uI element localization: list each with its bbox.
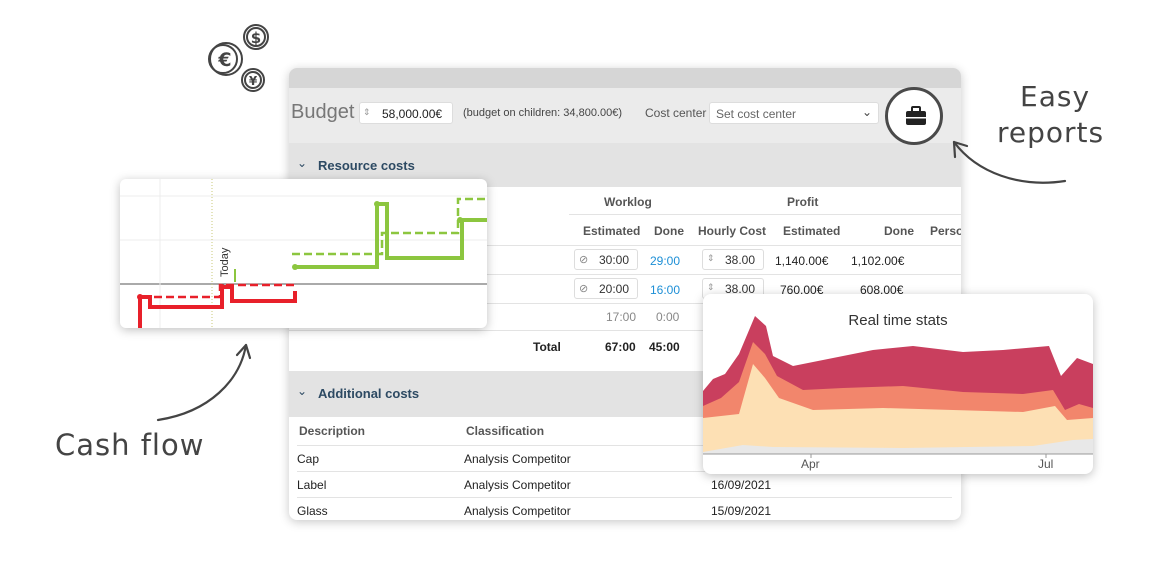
budget-bar: Budget ⇕ 58,000.00€ (budget on children:… xyxy=(289,88,961,143)
col-perso: Perso xyxy=(930,224,961,238)
done-value[interactable]: 16:00 xyxy=(650,283,681,297)
clock-icon: ⊘ xyxy=(579,283,589,295)
profit-done-value: 1,102.00€ xyxy=(851,254,905,268)
budget-amount-input[interactable]: ⇕ 58,000.00€ xyxy=(359,102,453,124)
arrow-to-cash-flow-icon xyxy=(156,343,252,422)
total-label: Total xyxy=(533,340,561,354)
cash-flow-annotation: Cash flow xyxy=(55,428,205,462)
estimated-input[interactable]: ⊘ 20:00 xyxy=(574,278,638,299)
profit-group-header: Profit xyxy=(787,195,819,209)
stepper-icon[interactable]: ⇕ xyxy=(707,253,715,263)
done-value[interactable]: 29:00 xyxy=(650,254,681,268)
col-classification: Classification xyxy=(466,424,545,438)
today-label: Today xyxy=(219,247,231,277)
cost-center-placeholder: Set cost center xyxy=(716,107,797,121)
extra-done: 0:00 xyxy=(656,310,680,324)
budget-title: Budget xyxy=(291,101,355,123)
profit-estimated-value: 760.00€ xyxy=(780,283,824,297)
euro-icon: € xyxy=(217,49,231,71)
dollar-icon: $ xyxy=(251,29,261,47)
currency-coins-icon: $ € ¥ xyxy=(208,24,269,92)
col-description: Description xyxy=(299,424,366,438)
profit-done-value: 608.00€ xyxy=(860,283,904,297)
chevron-down-icon: ⌄ xyxy=(297,156,308,170)
cash-flow-chart: Today xyxy=(120,179,487,328)
yen-icon: ¥ xyxy=(249,74,258,88)
chevron-down-icon: ⌄ xyxy=(297,384,308,398)
budget-children-note: (budget on children: 34,800.00€) xyxy=(463,107,623,119)
stats-title: Real time stats xyxy=(848,312,948,329)
col-hourly-cost: Hourly Cost xyxy=(698,224,767,238)
hourly-cost-input[interactable]: ⇕ 38.00 xyxy=(702,249,764,270)
arrow-to-reports-icon xyxy=(952,140,1067,184)
cost-center-label: Cost center xyxy=(645,106,707,120)
hourly-cost-input[interactable]: ⇕ 38.00 xyxy=(702,278,764,299)
total-estimated: 67:00 xyxy=(605,340,636,354)
stats-x-tick-jul: Jul xyxy=(1038,457,1054,471)
total-done: 45:00 xyxy=(649,340,680,354)
cost-center-select[interactable]: Set cost center ⌄ xyxy=(709,102,879,124)
stats-area-chart xyxy=(703,316,1093,458)
chevron-down-icon: ⌄ xyxy=(861,105,872,119)
worklog-group-header: Worklog xyxy=(604,195,652,209)
cash-flow-card: Today xyxy=(120,179,487,328)
budget-amount-value: 58,000.00€ xyxy=(382,107,443,121)
reports-annotation: reports xyxy=(997,116,1105,149)
col-profit-done: Done xyxy=(884,224,914,238)
additional-costs-title: Additional costs xyxy=(318,386,420,401)
resource-costs-title: Resource costs xyxy=(318,158,415,173)
window-titlebar xyxy=(289,68,961,88)
stepper-icon[interactable]: ⇕ xyxy=(707,282,715,292)
real-time-stats-card: Real time stats Apr Jul xyxy=(703,294,1093,474)
easy-annotation: Easy xyxy=(1020,80,1091,113)
col-estimated: Estimated xyxy=(583,224,641,238)
estimated-input[interactable]: ⊘ 30:00 xyxy=(574,249,638,270)
stats-x-tick-apr: Apr xyxy=(801,457,820,471)
clock-icon: ⊘ xyxy=(579,254,589,266)
col-done: Done xyxy=(654,224,684,238)
col-profit-estimated: Estimated xyxy=(783,224,841,238)
profit-estimated-value: 1,140.00€ xyxy=(775,254,829,268)
stepper-icon[interactable]: ⇕ xyxy=(363,107,371,117)
extra-estimated: 17:00 xyxy=(606,310,637,324)
report-button[interactable] xyxy=(885,87,943,145)
briefcase-icon xyxy=(906,106,926,125)
